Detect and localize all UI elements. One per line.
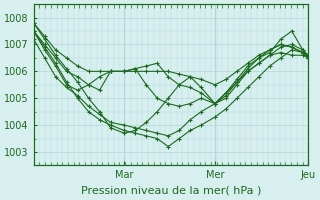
- X-axis label: Pression niveau de la mer( hPa ): Pression niveau de la mer( hPa ): [81, 186, 261, 196]
